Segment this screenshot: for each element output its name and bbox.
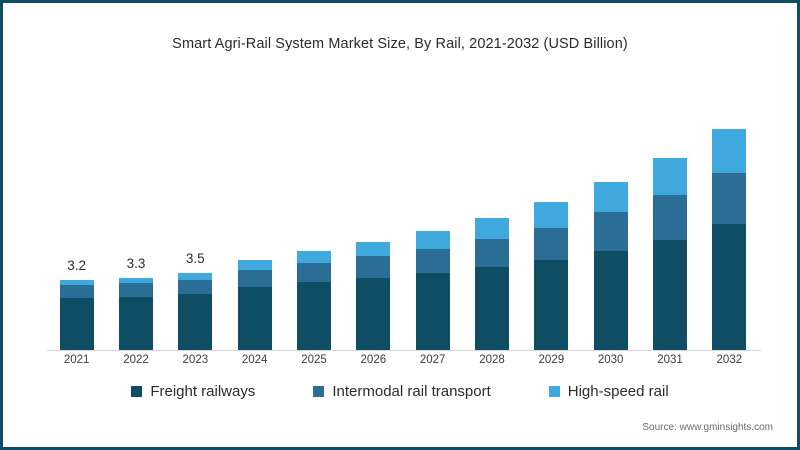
bar-segment <box>593 182 628 213</box>
chart-title: Smart Agri-Rail System Market Size, By R… <box>172 36 628 52</box>
bar-segment <box>534 227 569 260</box>
stacked-bar[interactable] <box>474 217 509 351</box>
x-axis-tick-label: 2027 <box>419 354 446 366</box>
bar-segment <box>178 279 213 295</box>
stacked-bar[interactable] <box>237 259 272 351</box>
stacked-bar[interactable] <box>356 242 391 351</box>
bar-segment <box>178 273 213 280</box>
x-axis-tick-label: 2029 <box>538 354 565 366</box>
bar-segment <box>474 266 509 351</box>
legend-label: Freight railways <box>150 383 256 400</box>
bar-segment <box>474 238 509 267</box>
bar-group[interactable] <box>284 250 343 351</box>
bar-segment <box>356 256 391 278</box>
bar-group[interactable] <box>462 217 521 351</box>
bar-group[interactable] <box>344 242 403 351</box>
bar-segment <box>415 273 450 351</box>
bar-segment <box>534 202 569 228</box>
bar-segment <box>59 285 94 298</box>
bar-segment <box>415 230 450 249</box>
bar-segment <box>118 296 153 351</box>
x-axis-ticks: 2021 2022 2023 2024 2025 2026 2027 2028 2029 2030… <box>47 354 759 374</box>
bar-segment <box>356 242 391 257</box>
x-axis-baseline <box>47 350 761 351</box>
bar-group[interactable]: 3.5 <box>166 251 225 351</box>
bar-group[interactable] <box>581 182 640 351</box>
bar-group[interactable] <box>225 259 284 351</box>
legend-item[interactable]: Intermodal rail transport <box>313 383 491 400</box>
bar-segment <box>237 269 272 287</box>
bar-segment <box>593 250 628 351</box>
stacked-bar[interactable]: 3.2 <box>59 258 94 351</box>
legend-item[interactable]: High-speed rail <box>548 383 669 400</box>
legend-swatch-icon <box>313 386 325 397</box>
x-axis-tick-label: 2022 <box>123 354 149 366</box>
stacked-bar[interactable] <box>296 250 331 351</box>
stacked-bar[interactable]: 3.3 <box>118 256 153 351</box>
bar-segment <box>712 128 747 174</box>
legend-item[interactable]: Freight railways <box>131 383 255 400</box>
bar-segment <box>652 195 687 240</box>
bar-group[interactable] <box>700 128 759 351</box>
bar-group[interactable] <box>522 202 581 351</box>
stacked-bar[interactable] <box>652 157 687 351</box>
x-axis-tick-label: 2021 <box>63 354 90 366</box>
bar-value-label: 3.2 <box>67 257 87 273</box>
bar-segment <box>415 248 450 274</box>
bar-segment <box>178 294 213 351</box>
bar-segment <box>356 277 391 351</box>
bar-group[interactable] <box>640 157 699 351</box>
legend-label: Intermodal rail transport <box>332 383 491 400</box>
bar-group[interactable] <box>403 230 462 351</box>
bar-segment <box>652 239 687 351</box>
x-axis-tick-label: 2023 <box>182 354 209 366</box>
bar-segment <box>59 279 94 286</box>
stacked-bar[interactable] <box>712 128 747 351</box>
stacked-bar[interactable] <box>534 202 569 351</box>
bar-segment <box>59 297 94 351</box>
bar-segment <box>296 250 331 264</box>
x-axis-tick-label: 2032 <box>716 354 743 366</box>
bar-segment <box>593 212 628 251</box>
bar-group[interactable]: 3.3 <box>106 256 165 351</box>
bar-value-label: 3.5 <box>185 251 205 267</box>
x-axis-tick-label: 2028 <box>479 354 505 366</box>
bar-segment <box>296 282 331 351</box>
x-axis-tick-label: 2026 <box>360 354 387 366</box>
legend-swatch-icon <box>131 386 143 397</box>
bar-segment <box>652 157 687 196</box>
bar-segment <box>474 217 509 239</box>
legend-label: High-speed rail <box>567 383 669 400</box>
bar-segment <box>118 277 153 284</box>
legend-swatch-icon <box>548 386 560 397</box>
stacked-bar[interactable] <box>593 182 628 351</box>
x-axis-tick-label: 2030 <box>597 354 624 366</box>
x-axis-tick-label: 2024 <box>241 354 268 366</box>
stacked-bar[interactable] <box>415 230 450 351</box>
bar-segment <box>712 224 747 351</box>
bar-segment <box>296 263 331 283</box>
x-axis-tick-label: 2025 <box>301 354 327 366</box>
bar-segment <box>237 259 272 270</box>
bar-segment <box>712 173 747 225</box>
bar-segment <box>237 286 272 351</box>
chart-legend: Freight railways Intermodal rail transpor… <box>3 383 797 400</box>
bar-group[interactable]: 3.2 <box>47 258 106 351</box>
stacked-bar[interactable]: 3.5 <box>178 251 213 351</box>
bar-segment <box>534 259 569 351</box>
x-axis-tick-label: 2031 <box>657 354 683 366</box>
plot-area: 3.2 3.3 3.5 <box>47 73 759 351</box>
bar-value-label: 3.3 <box>126 255 146 271</box>
bar-segment <box>118 283 153 297</box>
source-attribution: Source: www.gminsights.com <box>642 422 773 433</box>
